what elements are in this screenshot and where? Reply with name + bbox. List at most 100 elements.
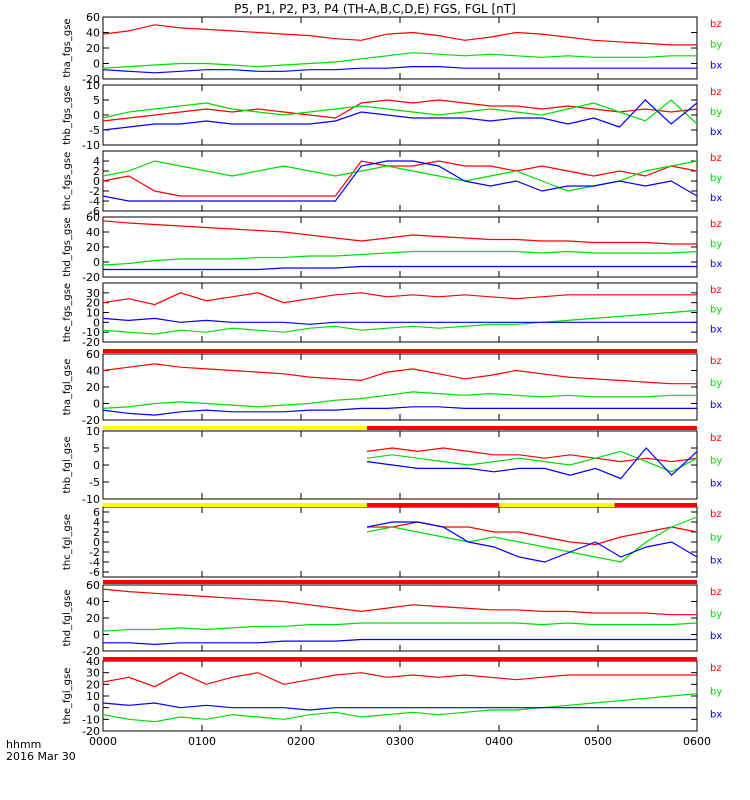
legend-by: by — [710, 609, 722, 620]
x-tick-label: 0300 — [386, 735, 414, 748]
legend-bz: bz — [710, 587, 722, 598]
series-line-bx — [103, 638, 697, 646]
legend-by: by — [710, 378, 722, 389]
y-tick-label: 40 — [86, 365, 100, 378]
series-line-by — [366, 516, 698, 563]
series-line-bx — [103, 265, 697, 271]
series-line-bz — [102, 588, 697, 616]
y-tick-label: -2 — [89, 546, 100, 559]
y-axis-label: thd_fgl_gse — [62, 590, 73, 647]
series-line-by — [102, 391, 697, 409]
y-tick-label: 60 — [86, 348, 100, 361]
x-tick-label: 0400 — [485, 735, 513, 748]
y-axis-label: thb_fgs_gse — [62, 85, 73, 144]
y-tick-label: -5 — [89, 124, 100, 137]
legend-bz: bz — [710, 433, 722, 444]
legend-bx: bx — [710, 127, 722, 138]
flag-bar-segment — [103, 426, 367, 430]
series-line-bx — [102, 160, 698, 202]
y-axis-label: thd_fgs_gse — [62, 217, 73, 276]
panel-frame — [102, 506, 698, 578]
y-tick-label: -10 — [82, 493, 100, 506]
y-tick-label: 10 — [86, 307, 100, 320]
y-tick-label: 30 — [86, 667, 100, 680]
y-tick-label: 20 — [86, 297, 100, 310]
x-tick-label: 0600 — [683, 735, 711, 748]
y-tick-label: 4 — [93, 155, 100, 168]
y-axis-label: tha_fgl_gse — [62, 359, 73, 416]
panel-frame — [102, 353, 698, 421]
series-line-by — [102, 693, 698, 723]
series-line-by — [102, 99, 698, 125]
y-tick-label: 40 — [86, 596, 100, 609]
legend-by: by — [710, 532, 722, 543]
x-tick-label: 0200 — [287, 735, 315, 748]
y-tick-label: -20 — [82, 271, 100, 284]
time-unit-label: hhmm — [6, 738, 42, 751]
y-tick-label: 0 — [93, 459, 100, 472]
panel-frame — [102, 216, 698, 278]
flag-bar-segment — [103, 349, 697, 353]
y-tick-label: 5 — [93, 94, 100, 107]
y-tick-label: 2 — [93, 526, 100, 539]
y-tick-label: 0 — [93, 536, 100, 549]
y-tick-label: 60 — [86, 211, 100, 224]
legend-bx: bx — [710, 324, 722, 335]
y-tick-label: 60 — [86, 579, 100, 592]
series-line-bz — [102, 220, 697, 245]
legend-bz: bz — [710, 663, 722, 674]
y-tick-label: 5 — [93, 442, 100, 455]
y-tick-label: 20 — [86, 678, 100, 691]
y-tick-label: -4 — [89, 556, 100, 569]
legend-bz: bz — [710, 153, 722, 164]
legend-bx: bx — [710, 259, 722, 270]
y-tick-label: -6 — [89, 566, 100, 579]
legend-bz: bz — [710, 87, 722, 98]
series-line-bx — [102, 99, 698, 131]
panel-frame — [102, 150, 698, 212]
flag-bar-segment — [367, 503, 499, 507]
legend-by: by — [710, 686, 722, 697]
legend-by: by — [710, 239, 722, 250]
y-axis-label: the_fgs_gse — [62, 283, 73, 342]
series-line-by — [102, 309, 698, 335]
legend-by: by — [710, 456, 722, 467]
legend-bx: bx — [710, 60, 722, 71]
y-tick-label: 0 — [93, 256, 100, 269]
y-tick-label: 10 — [86, 425, 100, 438]
series-line-bx — [102, 317, 697, 325]
y-tick-label: 40 — [86, 655, 100, 668]
series-line-by — [102, 52, 697, 69]
flag-bar-segment — [499, 503, 615, 507]
x-tick-label: 0000 — [89, 735, 117, 748]
series-line-by — [366, 450, 698, 473]
series-line-bx — [102, 406, 697, 416]
y-tick-label: 20 — [86, 241, 100, 254]
y-tick-label: 0 — [93, 316, 100, 329]
legend-bz: bz — [710, 285, 722, 296]
y-axis-label: tha_fgs_gse — [62, 18, 73, 77]
legend-by: by — [710, 173, 722, 184]
y-tick-label: 20 — [86, 381, 100, 394]
y-tick-label: -20 — [82, 73, 100, 86]
y-tick-label: 30 — [86, 287, 100, 300]
series-line-bx — [366, 521, 698, 563]
series-line-bz — [102, 24, 697, 46]
flag-bar-segment — [103, 503, 367, 507]
panel-frame — [102, 430, 698, 500]
y-tick-label: 40 — [86, 226, 100, 239]
y-tick-label: -10 — [82, 139, 100, 152]
y-tick-label: -10 — [82, 326, 100, 339]
y-tick-label: 0 — [93, 58, 100, 71]
y-tick-label: -2 — [89, 185, 100, 198]
y-tick-label: 0 — [93, 398, 100, 411]
y-tick-label: -20 — [82, 336, 100, 349]
y-tick-label: -5 — [89, 476, 100, 489]
y-tick-label: 4 — [93, 516, 100, 529]
legend-bx: bx — [710, 478, 722, 489]
y-tick-label: 60 — [86, 11, 100, 24]
y-tick-label: -20 — [82, 645, 100, 658]
series-line-bx — [102, 65, 697, 74]
y-tick-label: 2 — [93, 165, 100, 178]
legend-bz: bz — [710, 509, 722, 520]
